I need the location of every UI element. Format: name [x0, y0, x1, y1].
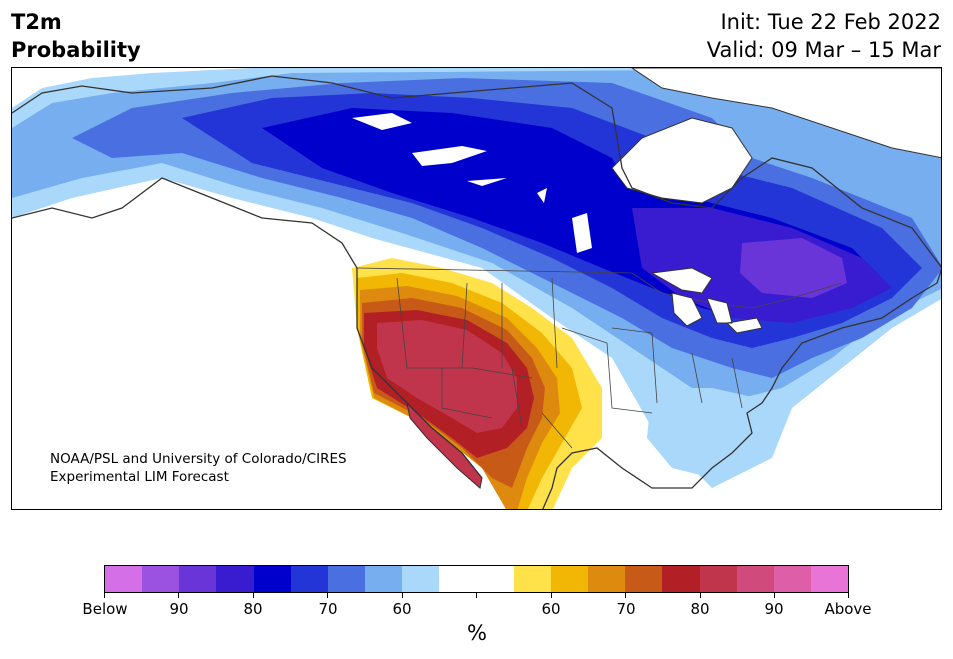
colorbar-tick	[327, 593, 328, 598]
colorbar-cell	[402, 566, 440, 592]
tick-label-above: Above	[824, 600, 872, 618]
map-title: T2m Probability	[11, 8, 141, 64]
colorbar-cell	[810, 566, 849, 592]
tick-label-above-70: 70	[616, 600, 636, 618]
colorbar-cell	[662, 566, 700, 592]
tick-label-above-80: 80	[690, 600, 710, 618]
colorbar-cell	[513, 566, 551, 592]
colorbar-tick	[625, 593, 626, 598]
colorbar-tick	[848, 593, 849, 598]
colorbar-cell	[476, 566, 514, 592]
tick-label-above-60: 60	[541, 600, 561, 618]
probability-colorbar	[104, 565, 849, 593]
tick-label-below-80: 80	[243, 600, 263, 618]
colorbar-tick	[178, 593, 179, 598]
colorbar-cell	[588, 566, 626, 592]
variable-label: T2m	[11, 10, 62, 34]
colorbar-tick	[476, 593, 477, 598]
valid-dates: Valid: 09 Mar – 15 Mar	[706, 38, 941, 62]
colorbar-cell	[327, 566, 366, 592]
product-label: Probability	[11, 38, 141, 62]
coastline	[12, 75, 941, 509]
great-lakes	[650, 267, 763, 334]
colorbar-cell	[105, 566, 143, 592]
colorbar-cell	[179, 566, 217, 592]
colorbar-tick	[253, 593, 254, 598]
arctic-islands	[631, 68, 941, 159]
colorbar-cell	[253, 566, 291, 592]
southeast-cold	[647, 388, 772, 478]
colorbar-tick	[700, 593, 701, 598]
forecast-credit: NOAA/PSL and University of Colorado/CIRE…	[50, 450, 347, 486]
colorbar-cell	[736, 566, 774, 592]
tick-label-below: Below	[82, 600, 128, 618]
colorbar-cell	[773, 566, 811, 592]
tick-label-below-90: 90	[169, 600, 189, 618]
colorbar-cell	[290, 566, 328, 592]
colorbar-cell	[625, 566, 663, 592]
probability-map: NOAA/PSL and University of Colorado/CIRE…	[11, 67, 942, 510]
colorbar-tick	[774, 593, 775, 598]
tick-label-below-70: 70	[318, 600, 338, 618]
colorbar-tick	[104, 593, 105, 598]
colorbar-tick	[402, 593, 403, 598]
forecast-dates: Init: Tue 22 Feb 2022 Valid: 09 Mar – 15…	[707, 8, 941, 64]
colorbar-cell	[216, 566, 254, 592]
credit-line-2: Experimental LIM Forecast	[50, 469, 229, 485]
cold-band-95	[740, 238, 847, 298]
init-date: Init: Tue 22 Feb 2022	[720, 10, 941, 34]
national-borders	[356, 267, 843, 449]
colorbar-cell	[365, 566, 403, 592]
tick-label-below-60: 60	[392, 600, 412, 618]
credit-line-1: NOAA/PSL and University of Colorado/CIRE…	[50, 451, 347, 467]
colorbar-cell	[550, 566, 589, 592]
colorbar-cell	[142, 566, 180, 592]
colorbar-unit: %	[467, 621, 487, 645]
map-canvas	[12, 68, 941, 509]
warm-band-85	[377, 320, 517, 433]
colorbar-tick	[551, 593, 552, 598]
canadian-lakes	[352, 113, 592, 253]
colorbar-cell	[439, 566, 477, 592]
colorbar-cell	[699, 566, 737, 592]
tick-label-above-90: 90	[764, 600, 784, 618]
